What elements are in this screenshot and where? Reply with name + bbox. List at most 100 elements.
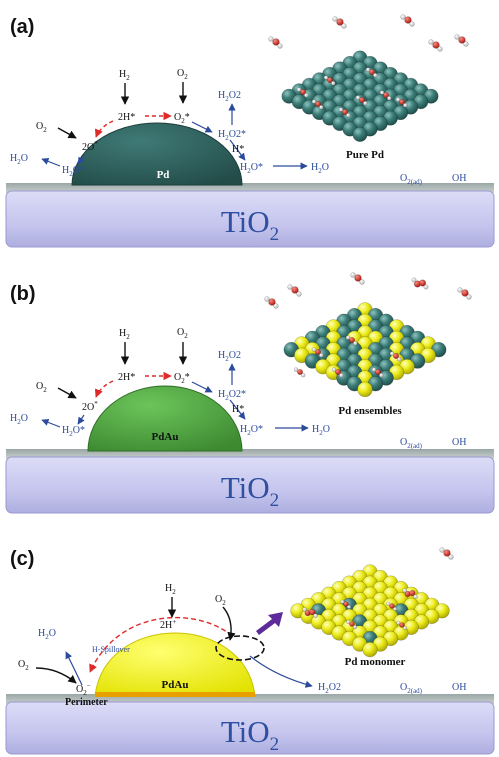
- zoom-arrow: [256, 612, 283, 635]
- label-h2o2: H2O2: [318, 682, 341, 695]
- oxygen-atom: [368, 68, 376, 76]
- support-surface: [6, 449, 494, 459]
- label-2o-star: 2O*: [82, 400, 98, 413]
- label-h2o-star-right: H2O*: [240, 162, 263, 175]
- panel-c: (c) TiO2 PdAu H2 2H+ H2O H-Spillover O2 …: [5, 547, 495, 755]
- hydrogen-atom: [466, 294, 472, 300]
- species-labels: H2 O2 2H* O2* O2 2O* H2O H2O* H2O2 H2O2*…: [10, 327, 466, 450]
- hydrogen-atom: [392, 606, 398, 612]
- oxygen-atom: [389, 603, 395, 609]
- hydrogen-atom: [313, 613, 318, 618]
- oxygen-atom: [309, 608, 316, 616]
- label-h2: H2: [165, 583, 176, 596]
- hydrogen-atom: [273, 303, 279, 309]
- hydrogen-atom: [287, 284, 293, 290]
- oxygen-atom: [382, 91, 390, 99]
- particle-perimeter-band: [95, 692, 255, 697]
- hydrogen-atom: [345, 335, 351, 340]
- label-h2o-star-left: H2O*: [62, 425, 85, 438]
- hydrogen-atom: [296, 87, 302, 92]
- pdau-particle: [87, 385, 243, 452]
- oxygen-atom: [419, 279, 427, 287]
- label-h2o2-top: H2O2: [218, 90, 241, 103]
- arrow-dashed-h-down: [94, 120, 114, 138]
- hydrogen-atom: [346, 619, 351, 624]
- hydrogen-atom: [428, 39, 434, 45]
- label-o2-ad: O2(ad): [400, 173, 423, 186]
- hydrogen-atom: [345, 112, 351, 118]
- oxygen-atom: [336, 18, 344, 26]
- species-labels: H2 2H+ H2O H-Spillover O2 O2− Perimeter …: [18, 583, 466, 708]
- label-o2-ad: O2(ad): [400, 437, 423, 450]
- panel-label: (b): [10, 283, 36, 305]
- label-2h-star: 2H*: [118, 112, 135, 123]
- hydrogen-atom: [302, 607, 307, 612]
- hydrogen-atom: [396, 356, 402, 362]
- label-oh: OH: [452, 682, 466, 693]
- oxygen-atom: [348, 336, 356, 344]
- label-h2o2-star: H2O2*: [218, 129, 246, 142]
- hydrogen-atom: [386, 601, 391, 606]
- hydrogen-atom: [355, 95, 361, 100]
- label-h2o-out: H2O: [311, 162, 329, 175]
- label-h-star: H*: [232, 404, 244, 415]
- oxygen-atom: [341, 108, 349, 116]
- oxygen-atom: [443, 549, 451, 557]
- tio2-label: TiO2: [221, 470, 279, 511]
- oxygen-atom: [296, 368, 304, 376]
- arrow-h2o-out-left: [41, 418, 61, 428]
- surface-caption: Pure Pd: [346, 149, 384, 161]
- panel-b: (b) TiO2 PdAu H2 O2 2H* O2* O2 2O* H2O H…: [5, 272, 495, 514]
- label-o2-left: O2: [36, 121, 47, 134]
- label-2o-star: 2O*: [82, 140, 98, 153]
- arrow-to-h2o-star: [229, 399, 246, 420]
- label-o2-star: O2*: [174, 112, 190, 125]
- arrow-o2-left-in: [57, 387, 77, 399]
- label-h2o2-top: H2O2: [218, 350, 241, 363]
- hydrogen-atom: [411, 277, 417, 283]
- label-h2o-far: H2O: [10, 413, 28, 426]
- hydrogen-atom: [389, 351, 395, 356]
- hydrogen-atom: [371, 367, 377, 372]
- hydrogen-atom: [331, 367, 337, 372]
- label-oh: OH: [452, 173, 466, 184]
- hydrogen-atom: [395, 97, 401, 102]
- oxygen-atom: [354, 274, 362, 282]
- hydrogen-atom: [457, 287, 463, 293]
- oxygen-atom: [349, 621, 355, 627]
- hydrogen-atom: [264, 296, 270, 302]
- h-spillover-path: [89, 616, 233, 673]
- label-o2: O2: [177, 68, 188, 81]
- label-o2-ad: O2(ad): [400, 682, 423, 695]
- arrow-h2o-out: [65, 651, 83, 686]
- hydrogen-atom: [323, 75, 329, 80]
- label-h2o2-star: H2O2*: [218, 389, 246, 402]
- hydrogen-atom: [318, 104, 324, 110]
- support-surface: [6, 183, 494, 193]
- oxygen-atom: [409, 589, 416, 597]
- tio2-support: [5, 701, 495, 755]
- hydrogen-atom: [402, 102, 408, 108]
- hydrogen-atom: [402, 625, 408, 631]
- hydrogen-atom: [318, 352, 324, 358]
- label-o2-right: O2: [215, 594, 226, 607]
- pd-particle: [71, 122, 243, 186]
- oxygen-atom: [398, 98, 406, 106]
- active-site-highlight: [215, 635, 265, 661]
- hydrogen-atom: [437, 46, 443, 52]
- arrow-dashed-h-down: [94, 380, 114, 398]
- particle-label: Pd: [157, 169, 170, 181]
- oxygen-atom: [291, 286, 299, 294]
- hydrogen-atom: [439, 547, 445, 553]
- oxygen-atom: [334, 368, 342, 376]
- hydrogen-atom: [379, 90, 385, 95]
- hydrogen-atom: [303, 92, 309, 98]
- hydrogen-atom: [423, 284, 429, 290]
- label-perimeter: Perimeter: [65, 697, 108, 708]
- hydrogen-atom: [341, 23, 347, 29]
- hydrogen-atom: [338, 107, 344, 112]
- oxygen-atom: [374, 368, 382, 376]
- hydrogen-atom: [448, 554, 454, 560]
- hydrogen-atom: [402, 588, 407, 593]
- tio2-support: [5, 190, 495, 248]
